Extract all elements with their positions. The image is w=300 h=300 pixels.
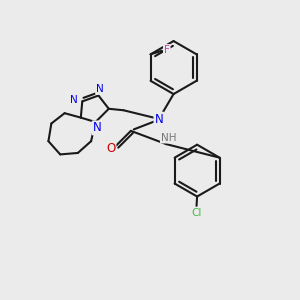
Text: F: F <box>164 45 170 55</box>
Text: NH: NH <box>161 133 176 142</box>
Text: N: N <box>93 122 101 134</box>
Text: N: N <box>96 84 104 94</box>
Text: Cl: Cl <box>191 208 202 218</box>
Text: O: O <box>106 142 116 155</box>
Text: N: N <box>154 112 163 126</box>
Text: N: N <box>70 95 78 105</box>
